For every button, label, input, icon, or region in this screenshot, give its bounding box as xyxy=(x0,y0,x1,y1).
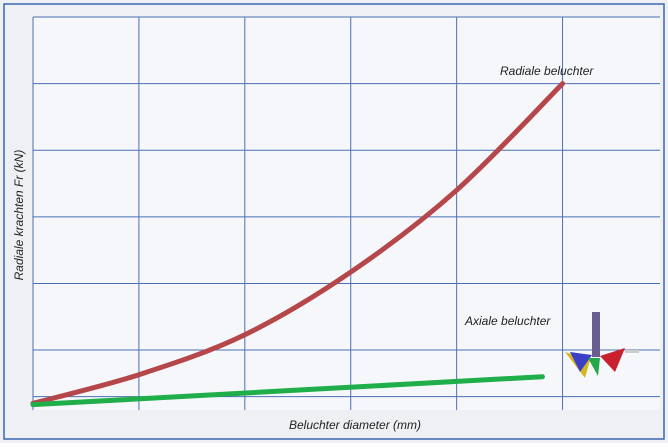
plot-area xyxy=(33,17,660,410)
series-line xyxy=(30,374,545,408)
fan-icon xyxy=(565,312,639,378)
lines xyxy=(30,81,566,408)
series-label: Axiale beluchter xyxy=(464,314,551,328)
frame xyxy=(3,3,665,440)
series-line xyxy=(30,81,566,406)
series-label: Radiale beluchter xyxy=(500,64,594,78)
y-axis-label: Radiale krachten Fr (kN) xyxy=(12,150,26,281)
x-axis-label: Beluchter diameter (mm) xyxy=(289,418,421,432)
